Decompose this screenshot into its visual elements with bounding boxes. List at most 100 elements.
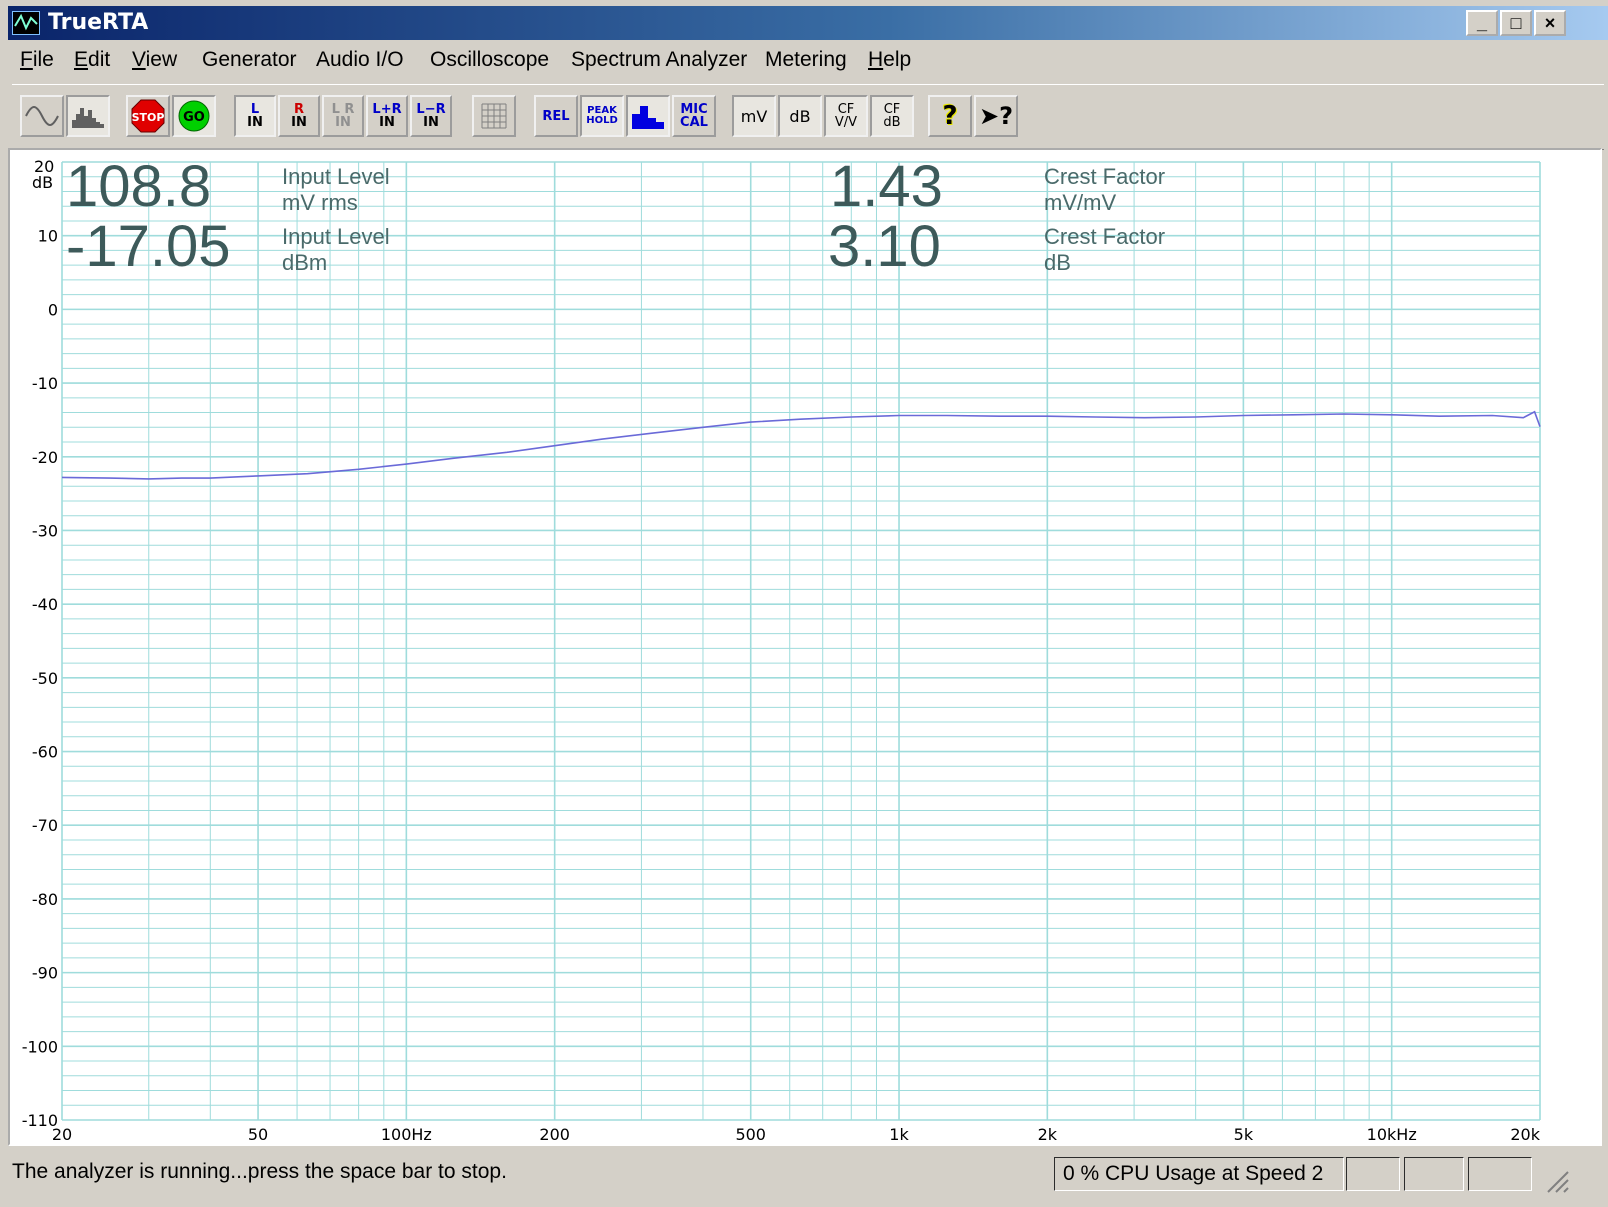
minimize-button[interactable]: _ [1466, 10, 1498, 36]
go-label: GO [183, 110, 205, 125]
x-tick-label: 200 [539, 1125, 570, 1144]
crest-factor-db-unit: dB [1044, 250, 1071, 275]
crest-factor-ratio-label: Crest Factor [1044, 164, 1165, 189]
close-button[interactable]: × [1534, 10, 1566, 36]
y-tick-label: 10 [38, 227, 58, 246]
x-tick-label: 50 [248, 1125, 268, 1144]
crest-db-top: CF [883, 102, 901, 117]
sum-input-button[interactable]: L+R IN [366, 95, 408, 137]
minor-horizontal-gridlines [62, 161, 1540, 1121]
relative-button[interactable]: REL [534, 95, 578, 137]
input-level-dbm-value: -17.05 [66, 214, 230, 279]
x-tick-label: 100Hz [381, 1125, 432, 1144]
difference-input-button[interactable]: L−R IN [410, 95, 452, 137]
stop-button[interactable]: STOP [126, 95, 170, 137]
x-tick-label: 20 [52, 1125, 72, 1144]
menu-edit-accel: E [74, 48, 89, 71]
oscilloscope-view-button[interactable] [20, 95, 64, 137]
input-level-dbm-unit: dBm [282, 250, 327, 275]
bar-display-button[interactable] [626, 95, 670, 137]
menu-help[interactable]: Help [868, 48, 911, 72]
bar-graph-icon [632, 106, 664, 129]
x-tick-label: 20k [1510, 1125, 1540, 1144]
stereo-input-top: L R [331, 102, 355, 117]
status-pane-empty-3 [1468, 1157, 1532, 1191]
title-bar[interactable]: TrueRTA _ □ × [8, 6, 1608, 40]
y-tick-label: -70 [32, 816, 58, 835]
context-help-button[interactable]: ➤? [974, 95, 1018, 137]
right-input-button[interactable]: R IN [278, 95, 320, 137]
minor-vertical-gridlines [61, 162, 1541, 1120]
peak-hold-bottom: HOLD [586, 115, 618, 126]
spectrum-chart: 10 0 -10 -20 -30 -40 -50 -60 -70 -80 -90 -100 -110 2… [8, 148, 1602, 1146]
y-unit-label: dB [32, 173, 53, 192]
menu-audio-io[interactable]: Audio I/O [316, 48, 404, 71]
mic-cal-bottom: CAL [680, 115, 708, 130]
cpu-usage-pane: 0 % CPU Usage at Speed 2 [1054, 1157, 1344, 1191]
decibel-button[interactable]: dB [778, 95, 822, 137]
x-axis-labels: 20 50 100Hz 200 500 1k 2k 5k 10kHz 20k [52, 1125, 1541, 1144]
crest-db-bottom: dB [883, 115, 901, 130]
sum-input-bottom: IN [379, 115, 395, 130]
window-title: TrueRTA [48, 10, 149, 35]
y-tick-label: -30 [32, 521, 58, 540]
status-bar: The analyzer is running...press the spac… [8, 1154, 1608, 1194]
menu-metering[interactable]: Metering [765, 48, 847, 71]
mic-cal-top: MIC [680, 102, 708, 117]
difference-input-top: L−R [416, 102, 446, 117]
grid-button[interactable] [472, 95, 516, 137]
menu-spectrum-analyzer[interactable]: Spectrum Analyzer [571, 48, 748, 71]
y-tick-label: -90 [32, 964, 58, 983]
menu-view-rest: iew [145, 48, 178, 71]
menu-view[interactable]: View [132, 48, 177, 72]
crest-factor-db-value: 3.10 [828, 214, 941, 279]
maximize-button[interactable]: □ [1500, 10, 1532, 36]
x-tick-label: 1k [889, 1125, 909, 1144]
input-level-dbm-label: Input Level [282, 224, 390, 249]
go-circle-icon: GO [178, 100, 210, 132]
spectrum-bars-icon [72, 108, 104, 128]
input-level-mv-unit: mV rms [282, 190, 358, 215]
resize-grip-icon[interactable] [1544, 1168, 1570, 1194]
crest-factor-ratio-button[interactable]: CF V/V [824, 95, 868, 137]
menu-edit-rest: dit [88, 48, 111, 71]
sum-input-top: L+R [372, 102, 402, 117]
millivolt-button[interactable]: mV [732, 95, 776, 137]
major-gridlines [61, 161, 1541, 1121]
context-help-question: ? [999, 101, 1014, 130]
crest-factor-ratio-value: 1.43 [830, 154, 943, 219]
peak-hold-top: PEAK [587, 105, 617, 116]
go-button[interactable]: GO [172, 95, 216, 137]
x-tick-label: 10kHz [1367, 1125, 1417, 1144]
stop-sign-icon: STOP [131, 99, 165, 133]
y-tick-label: -10 [32, 374, 58, 393]
status-pane-empty-2 [1404, 1157, 1464, 1191]
menu-bar: File Edit View Generator Audio I/O Oscil… [8, 42, 1608, 78]
mic-cal-button[interactable]: MIC CAL [672, 95, 716, 137]
menu-edit[interactable]: Edit [74, 48, 110, 72]
left-input-button[interactable]: L IN [234, 95, 276, 137]
y-tick-label: -110 [22, 1111, 58, 1130]
menu-oscilloscope[interactable]: Oscilloscope [430, 48, 550, 71]
menu-file-rest: ile [32, 48, 54, 71]
difference-input-bottom: IN [423, 115, 439, 130]
x-tick-label: 5k [1234, 1125, 1254, 1144]
y-tick-label: -60 [32, 743, 58, 762]
y-tick-label: -100 [22, 1037, 58, 1056]
spectrum-view-button[interactable] [66, 95, 110, 137]
input-level-mv-value: 108.8 [66, 154, 211, 219]
x-tick-label: 500 [735, 1125, 766, 1144]
stop-label: STOP [132, 111, 165, 124]
right-input-bottom: IN [291, 115, 307, 130]
menu-help-rest: elp [883, 48, 912, 71]
crest-factor-db-button[interactable]: CF dB [870, 95, 914, 137]
stereo-input-button[interactable]: L R IN [322, 95, 364, 137]
x-tick-label: 2k [1038, 1125, 1058, 1144]
menu-generator[interactable]: Generator [202, 48, 297, 71]
menu-file[interactable]: File [20, 48, 54, 72]
app-icon[interactable] [12, 11, 40, 35]
decibel-label: dB [789, 106, 811, 126]
peak-hold-button[interactable]: PEAK HOLD [580, 95, 624, 137]
help-button[interactable]: ? [928, 95, 972, 137]
y-tick-label: -50 [32, 669, 58, 688]
